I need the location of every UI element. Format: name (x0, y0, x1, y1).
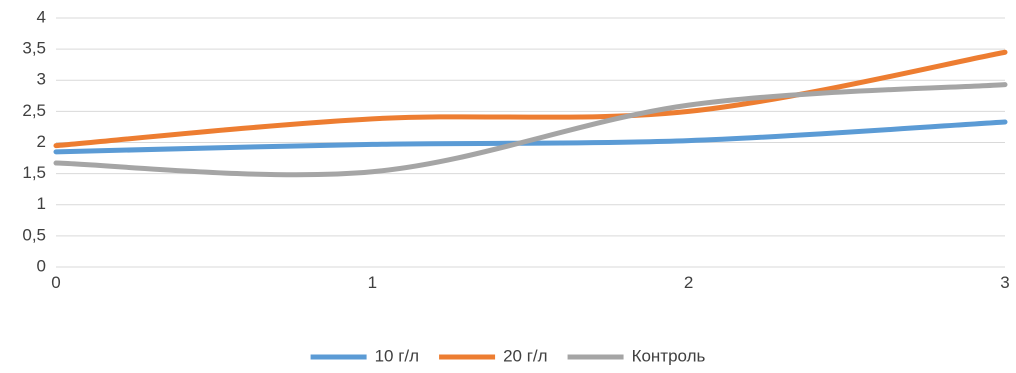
x-tick-label-2: 2 (684, 273, 693, 292)
y-tick-label-4: 2 (37, 132, 46, 151)
y-tick-label-8: 4 (37, 7, 46, 26)
x-axis-ticks: 0 1 2 3 (51, 273, 1009, 292)
series-line-2 (53, 82, 1008, 178)
legend-label-1: 20 г/л (503, 346, 547, 365)
legend-label-2: Контроль (632, 346, 706, 365)
y-tick-label-7: 3,5 (22, 39, 46, 58)
legend-label-0: 10 г/л (375, 346, 419, 365)
y-tick-label-0: 0 (37, 256, 46, 275)
series-lines (53, 49, 1008, 178)
series-line-0 (53, 119, 1008, 155)
y-tick-label-2: 1 (37, 194, 46, 213)
legend: 10 г/л 20 г/л Контроль (310, 346, 706, 365)
x-tick-label-0: 0 (51, 273, 60, 292)
y-tick-label-3: 1,5 (22, 163, 46, 182)
y-axis-ticks: 0 0,5 1 1,5 2 2,5 3 3,5 4 (22, 7, 46, 275)
series-line-1 (53, 49, 1008, 149)
x-tick-label-3: 3 (1000, 273, 1009, 292)
y-tick-label-1: 0,5 (22, 225, 46, 244)
y-tick-label-5: 2,5 (22, 101, 46, 120)
y-tick-label-6: 3 (37, 70, 46, 89)
x-tick-label-1: 1 (368, 273, 377, 292)
